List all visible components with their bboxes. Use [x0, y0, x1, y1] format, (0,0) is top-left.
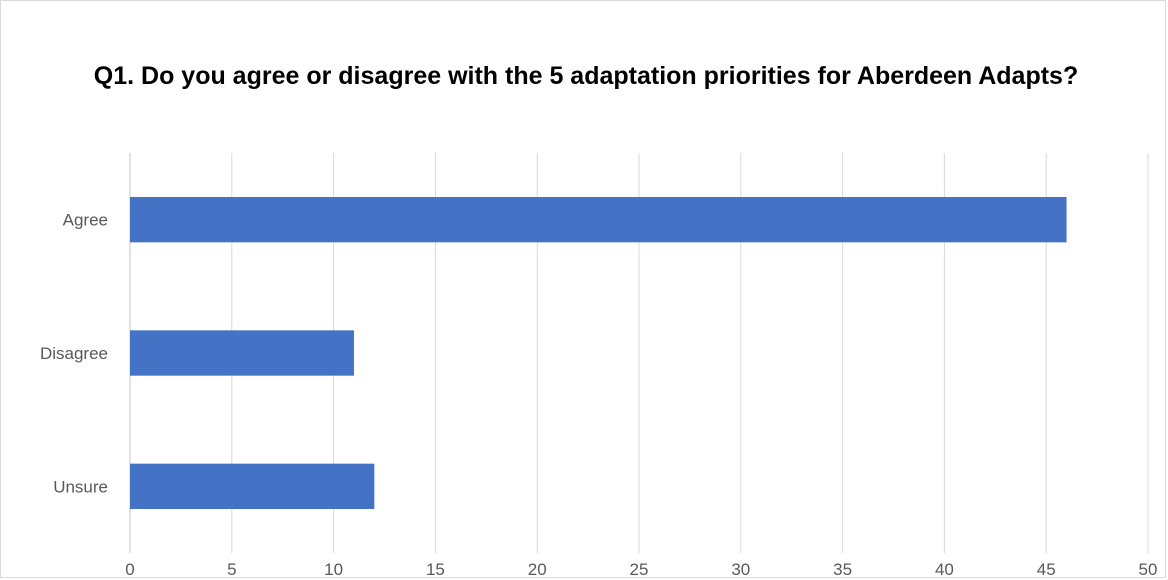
x-tick-label: 0 [125, 560, 134, 579]
x-tick-label: 45 [1037, 560, 1056, 579]
x-tick-label: 30 [731, 560, 750, 579]
x-tick-label: 40 [935, 560, 954, 579]
category-labels: Agree Disagree Unsure [40, 211, 108, 497]
bar-disagree [130, 330, 354, 376]
x-tick-label: 25 [630, 560, 649, 579]
x-tick-label: 10 [324, 560, 343, 579]
bars [130, 197, 1067, 509]
value-axis-labels: 0 5 10 15 20 25 30 35 40 45 50 [125, 560, 1157, 579]
category-label-disagree: Disagree [40, 344, 108, 363]
x-tick-label: 35 [833, 560, 852, 579]
bar-unsure [130, 463, 375, 509]
x-tick-label: 5 [227, 560, 236, 579]
x-tick-label: 50 [1139, 560, 1158, 579]
chart-title: Q1. Do you agree or disagree with the 5 … [93, 62, 1079, 90]
bar-agree [130, 197, 1067, 243]
x-tick-label: 15 [426, 560, 445, 579]
category-label-agree: Agree [63, 211, 108, 230]
x-tick-label: 20 [528, 560, 547, 579]
category-label-unsure: Unsure [53, 477, 108, 496]
